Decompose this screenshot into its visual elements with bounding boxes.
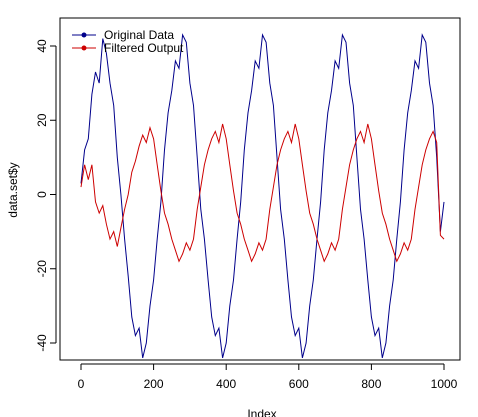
y-tick-label: 0 xyxy=(35,191,49,198)
x-axis-label: Index xyxy=(247,407,276,417)
y-tick-label: 20 xyxy=(35,113,49,127)
x-tick-label: 1000 xyxy=(431,377,458,391)
y-tick-label: -20 xyxy=(35,260,49,278)
series-layer xyxy=(80,33,445,359)
legend-label: Filtered Output xyxy=(104,41,184,55)
x-tick-label: 0 xyxy=(78,377,85,391)
plot-frame xyxy=(59,17,461,361)
y-tick-label: 40 xyxy=(35,39,49,53)
legend-marker xyxy=(81,32,87,38)
legend-label: Original Data xyxy=(104,28,174,42)
y-axis: -40 -20 0 20 40 xyxy=(35,39,57,352)
x-axis: 0 200 400 600 800 1000 xyxy=(78,363,458,391)
series-line-filtered-output xyxy=(80,123,445,263)
x-tick-label: 600 xyxy=(289,377,309,391)
x-tick-label: 200 xyxy=(144,377,164,391)
legend-marker xyxy=(81,45,87,51)
x-tick-label: 800 xyxy=(361,377,381,391)
x-tick-label: 400 xyxy=(216,377,236,391)
series-line-original-data xyxy=(80,33,445,359)
y-tick-label: -40 xyxy=(35,334,49,352)
y-axis-label: data.set$y xyxy=(6,162,20,217)
